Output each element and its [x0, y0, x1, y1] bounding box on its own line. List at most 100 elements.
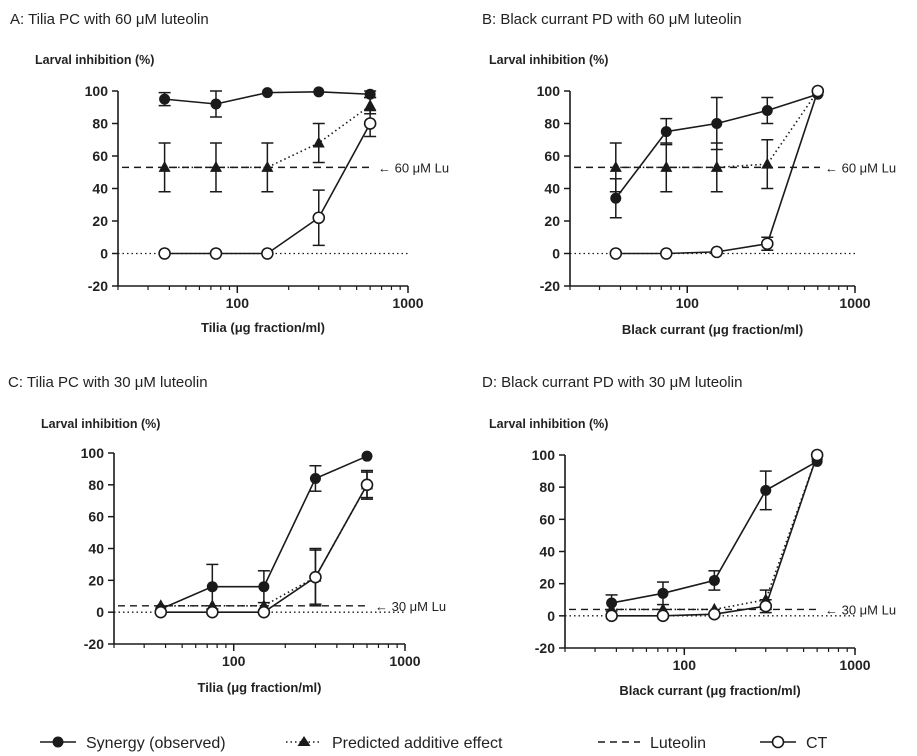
data-point-ct [261, 247, 274, 260]
y-tick-label: 100 [532, 447, 556, 463]
data-point-synergy [711, 118, 723, 129]
y-tick-label: 60 [92, 148, 108, 164]
data-point-predicted [710, 160, 723, 172]
data-point-ct [360, 478, 374, 492]
data-point-predicted [158, 160, 171, 172]
data-point-synergy [657, 587, 669, 599]
y-tick-label: 40 [92, 181, 108, 197]
data-point-ct [810, 448, 824, 462]
x-axis-label: Tilia (μg fraction/ml) [201, 320, 325, 335]
data-point-predicted [209, 160, 222, 172]
luteolin-reference-label: ← 30 μM Lu [825, 602, 896, 617]
data-point-ct [659, 247, 673, 260]
y-tick-label: 80 [92, 116, 108, 132]
data-point-ct [656, 609, 670, 623]
data-point-ct [760, 237, 774, 251]
data-point-ct [158, 247, 171, 260]
y-axis-label: Larval inhibition (%) [35, 53, 154, 67]
series-filled-triangle [158, 96, 377, 193]
legend-item-luteolin: Luteolin [598, 735, 706, 752]
data-point-predicted [660, 160, 673, 172]
y-tick-label: 60 [88, 509, 104, 525]
data-point-ct [605, 609, 618, 623]
legend-label-luteolin: Luteolin [650, 735, 706, 752]
data-point-ct [363, 117, 377, 130]
x-tick-label: 1000 [839, 657, 870, 673]
panel-title: A: Tilia PC with 60 μM luteolin [10, 11, 209, 28]
data-point-ct [312, 211, 326, 225]
data-point-synergy [760, 484, 772, 496]
series-open-circle [609, 84, 825, 260]
data-point-synergy [361, 450, 373, 462]
panel-title: D: Black currant PD with 30 μM luteolin [482, 374, 742, 391]
y-axis-label: Larval inhibition (%) [489, 53, 608, 67]
x-axis-label: Black currant (μg fraction/ml) [619, 683, 800, 698]
y-tick-label: 100 [537, 83, 561, 99]
panel-title: C: Tilia PC with 30 μM luteolin [8, 374, 208, 391]
data-point-synergy [313, 86, 325, 98]
data-point-ct [710, 245, 724, 259]
panels: A: Tilia PC with 60 μM luteolin Larval in… [8, 11, 896, 698]
data-point-ct [209, 247, 223, 260]
data-point-predicted [609, 160, 622, 172]
y-tick-label: 100 [81, 445, 105, 461]
legend-label-synergy: Synergy (observed) [86, 735, 226, 752]
legend-swatch-synergy-marker [52, 736, 64, 748]
y-tick-label: 80 [544, 116, 560, 132]
x-axis-label: Black currant (μg fraction/ml) [622, 322, 803, 337]
y-tick-label: 40 [88, 541, 104, 557]
data-point-synergy [206, 581, 218, 593]
y-tick-label: 60 [539, 511, 555, 527]
data-point-predicted [261, 160, 274, 172]
data-point-ct [811, 84, 825, 98]
series-filled-circle [155, 450, 373, 615]
chart-panel-3: C: Tilia PC with 30 μM luteolin Larval in… [8, 374, 446, 695]
data-point-synergy [660, 126, 672, 138]
data-point-synergy [261, 87, 273, 99]
chart-panel-4: D: Black currant PD with 30 μM luteolin L… [482, 374, 896, 698]
legend-item-ct: CT [760, 735, 828, 752]
y-tick-label: 20 [88, 572, 104, 588]
data-point-predicted [312, 136, 325, 148]
data-point-predicted [761, 157, 774, 169]
data-point-synergy [610, 192, 622, 204]
chart-panel-2: B: Black currant PD with 60 μM luteolin L… [482, 11, 896, 337]
y-tick-label: 20 [92, 213, 108, 229]
data-point-ct [206, 605, 219, 619]
x-tick-label: 1000 [839, 295, 870, 311]
luteolin-reference-label: ← 30 μM Lu [375, 599, 446, 614]
legend-swatch-predicted-marker [297, 736, 311, 746]
y-axis-label: Larval inhibition (%) [489, 417, 608, 431]
y-tick-label: 0 [547, 608, 555, 624]
data-point-ct [708, 607, 721, 621]
data-point-synergy [258, 581, 270, 593]
panel-title: B: Black currant PD with 60 μM luteolin [482, 11, 742, 28]
luteolin-reference-label: ← 60 μM Lu [825, 160, 896, 175]
data-point-synergy [309, 472, 321, 484]
data-point-synergy [159, 93, 171, 105]
legend-item-synergy: Synergy (observed) [40, 735, 226, 752]
data-point-ct [309, 570, 322, 584]
legend-label-predicted: Predicted additive effect [332, 735, 503, 752]
x-tick-label: 100 [222, 653, 246, 669]
data-point-predicted [364, 99, 377, 111]
chart-panel-1: A: Tilia PC with 60 μM luteolin Larval in… [10, 11, 449, 335]
y-tick-label: 80 [88, 477, 104, 493]
luteolin-reference-label: ← 60 μM Lu [378, 160, 449, 175]
y-tick-label: 0 [96, 604, 104, 620]
data-point-synergy [761, 105, 773, 116]
x-tick-label: 100 [676, 295, 700, 311]
x-tick-label: 100 [673, 657, 697, 673]
y-tick-label: -20 [540, 278, 560, 294]
series-open-circle [154, 471, 374, 619]
data-point-ct [154, 605, 168, 619]
series-open-circle [158, 109, 377, 260]
y-tick-label: 0 [100, 246, 108, 262]
legend: Synergy (observed) Predicted additive ef… [40, 735, 828, 752]
legend-label-ct: CT [806, 735, 828, 752]
y-tick-label: 20 [544, 213, 560, 229]
y-tick-label: 0 [552, 246, 560, 262]
data-point-synergy [210, 98, 222, 110]
legend-item-predicted: Predicted additive effect [286, 735, 503, 752]
